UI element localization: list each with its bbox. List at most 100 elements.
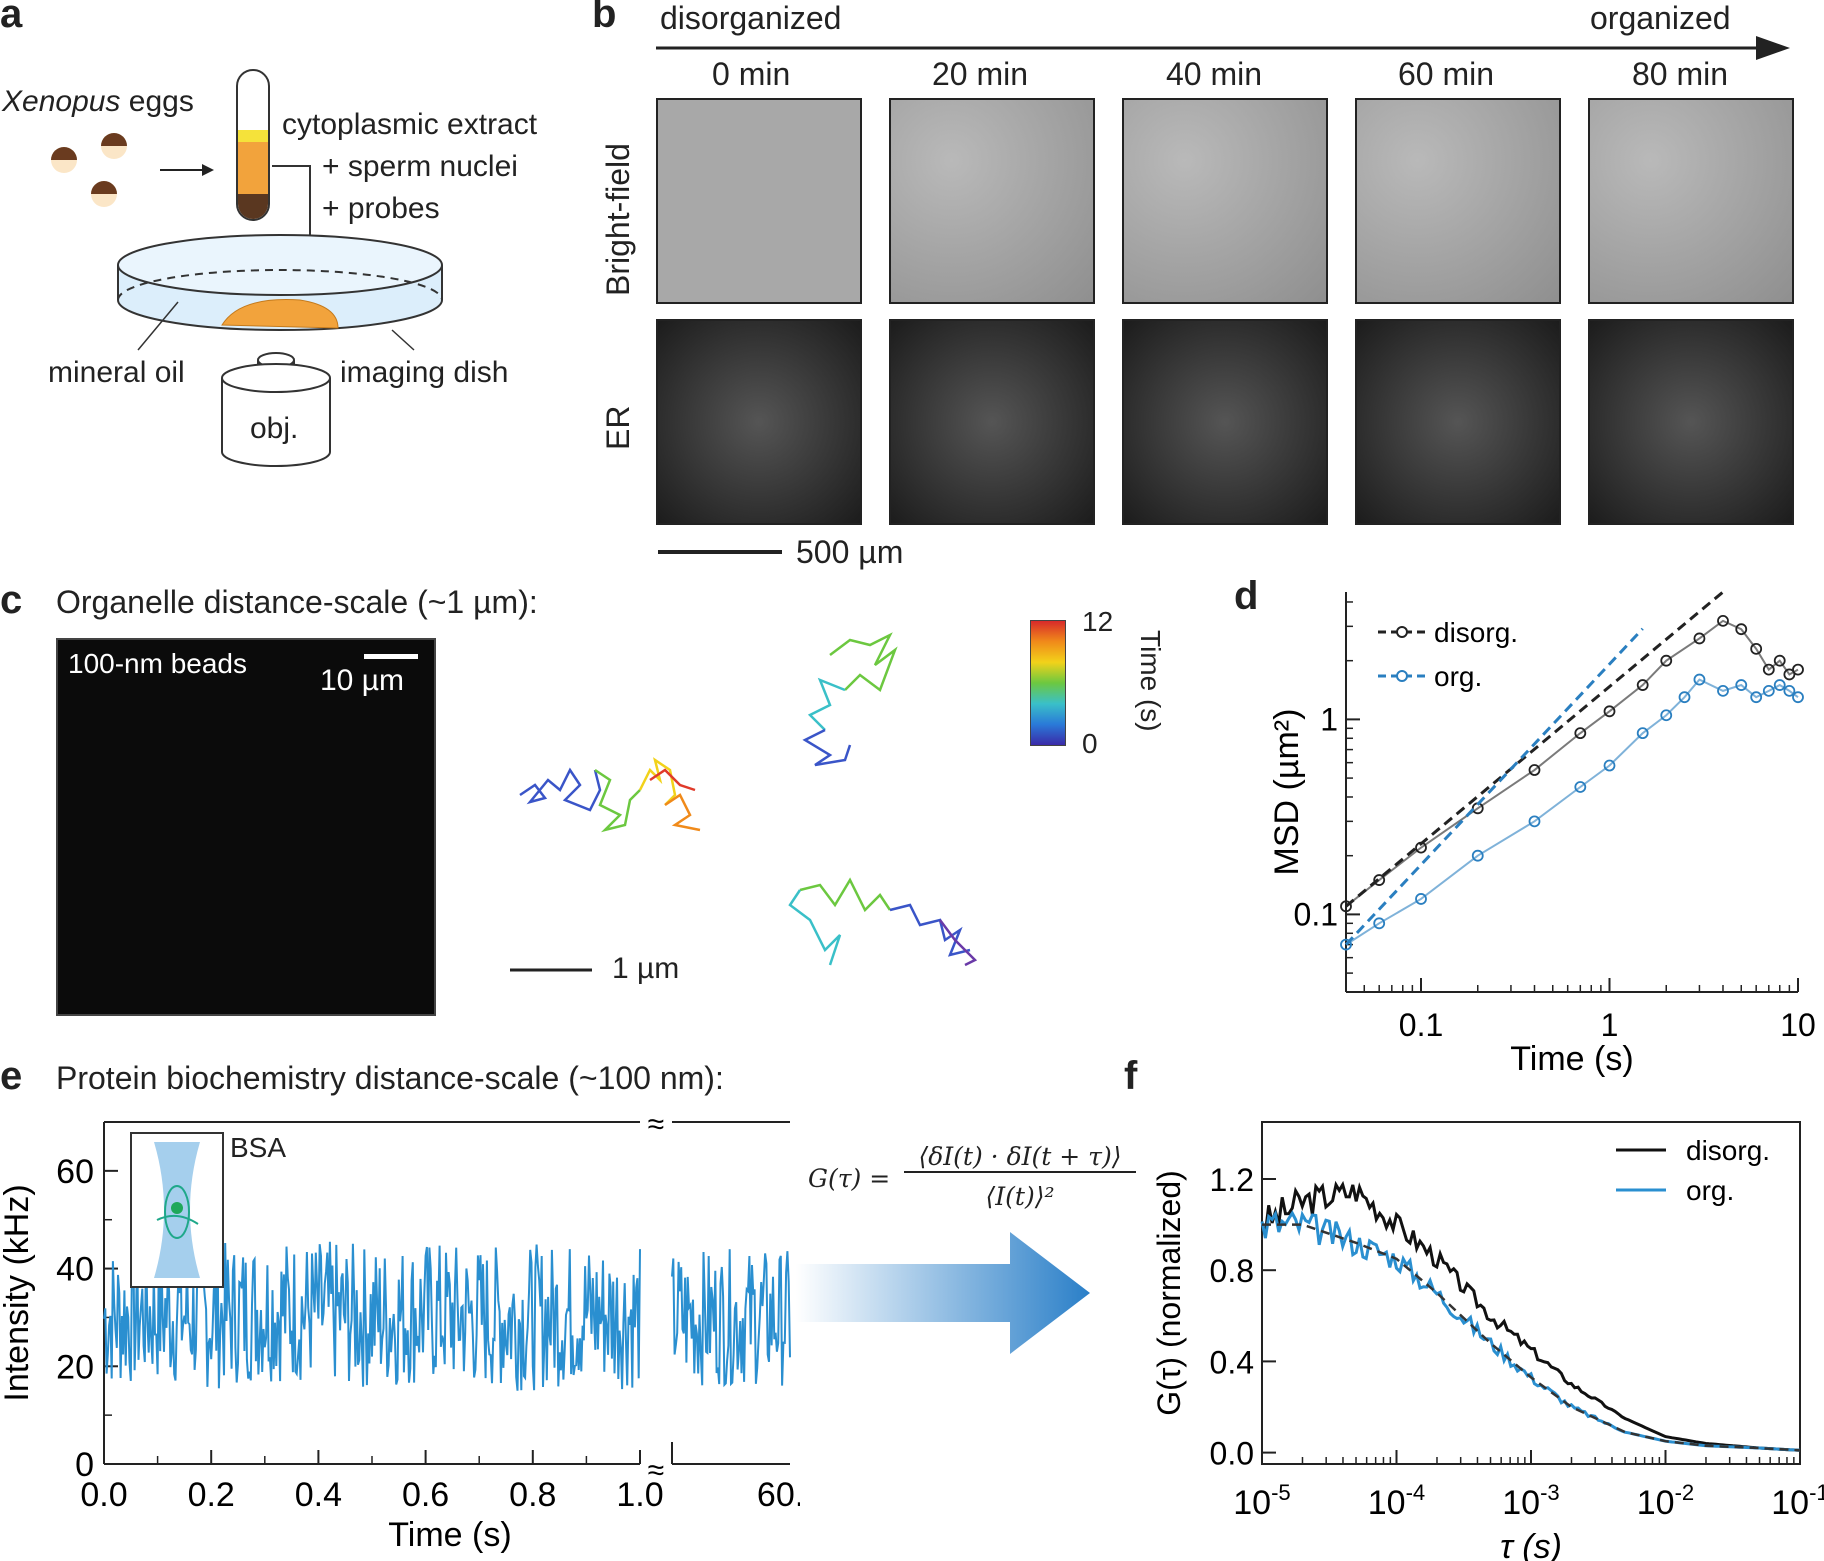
axis-break-mark-bottom: ≈ bbox=[648, 1454, 664, 1487]
x-tick-label: 0.2 bbox=[188, 1476, 235, 1514]
series-line-1 bbox=[1345, 678, 1799, 946]
time-label-40: 40 min bbox=[1166, 56, 1263, 92]
colorbar-axis-label: Time (s) bbox=[1135, 630, 1166, 732]
extract-label: cytoplasmic extract bbox=[282, 108, 538, 141]
panel-a-diagram bbox=[51, 69, 443, 467]
time-label-20: 20 min bbox=[932, 56, 1029, 92]
beads-image-label: 100-nm beads bbox=[68, 648, 248, 679]
x-tick-label: 60.0 bbox=[757, 1476, 800, 1514]
x-axis-label: Time (s) bbox=[388, 1516, 511, 1554]
time-label-0: 0 min bbox=[712, 56, 791, 92]
focal-volume-icon bbox=[154, 1142, 200, 1278]
data-point bbox=[1693, 673, 1706, 686]
confocal-volume-inset bbox=[130, 1132, 224, 1288]
data-point bbox=[1660, 654, 1673, 667]
data-point bbox=[1750, 691, 1763, 704]
time-colorbar bbox=[1030, 620, 1066, 746]
y-axis-label: G(τ) (normalized) bbox=[1151, 1170, 1187, 1416]
er-image-60min bbox=[1355, 319, 1561, 525]
y-tick-label: 0.1 bbox=[1294, 896, 1338, 932]
egg-icons bbox=[51, 133, 127, 207]
brightfield-image-60min bbox=[1355, 98, 1561, 304]
objective-icon bbox=[221, 352, 331, 467]
panel-c-title: Organelle distance-scale (~1 µm): bbox=[56, 584, 538, 620]
y-tick-label: 0.8 bbox=[1210, 1253, 1254, 1289]
data-point bbox=[1773, 654, 1786, 667]
disorganized-label: disorganized bbox=[660, 0, 842, 36]
autocorrelation-chart: 10-5 10-4 10-3 10-2 10-1 0.0 0.4 0.8 1.2 τ (s) G(τ… bbox=[1151, 1121, 1824, 1561]
series-line-1 bbox=[1260, 1209, 1801, 1452]
brightfield-image-40min bbox=[1122, 98, 1328, 304]
brightfield-image-80min bbox=[1588, 98, 1794, 304]
x-tick-label: 0.8 bbox=[509, 1476, 556, 1514]
y-tick-label: 20 bbox=[56, 1348, 94, 1386]
data-point bbox=[1783, 684, 1796, 697]
brightfield-image-20min bbox=[889, 98, 1095, 304]
time-label-80: 80 min bbox=[1632, 56, 1729, 92]
data-point bbox=[1762, 663, 1775, 676]
transform-arrow bbox=[796, 1232, 1090, 1354]
dish-icon bbox=[117, 234, 443, 331]
er-row-label: ER bbox=[600, 405, 636, 450]
y-axis-label: Intensity (kHz) bbox=[0, 1184, 36, 1401]
bead-tracks bbox=[510, 632, 978, 972]
data-point bbox=[1735, 623, 1748, 636]
eggs-label-italic: Xenopus bbox=[2, 85, 121, 118]
scalebar-500um bbox=[658, 550, 782, 554]
y-tick-label: 40 bbox=[56, 1251, 94, 1289]
intensity-trace-late bbox=[671, 1249, 791, 1388]
data-point bbox=[1574, 781, 1587, 793]
sperm-label: + sperm nuclei bbox=[322, 150, 518, 183]
panel-label-b: b bbox=[592, 0, 617, 36]
x-tick-label: 10-5 bbox=[1233, 1480, 1290, 1522]
data-point bbox=[1471, 849, 1484, 862]
tube-icon bbox=[236, 69, 270, 221]
bsa-label: BSA bbox=[230, 1132, 287, 1163]
formula-denominator: ⟨I(t)⟩² bbox=[985, 1182, 1055, 1211]
legend-marker bbox=[1396, 626, 1408, 638]
mineral-oil-label: mineral oil bbox=[48, 356, 185, 389]
data-point bbox=[1373, 874, 1386, 886]
brightfield-row-label: Bright-field bbox=[600, 143, 636, 296]
imaging-dish-label: imaging dish bbox=[340, 356, 509, 389]
x-tick-label: 0.1 bbox=[1399, 1007, 1443, 1043]
legend-label: disorg. bbox=[1686, 1135, 1770, 1166]
y-tick-label: 60 bbox=[56, 1153, 94, 1191]
data-point bbox=[1678, 691, 1691, 704]
data-point bbox=[1528, 764, 1541, 776]
x-tick-label: 10-3 bbox=[1502, 1480, 1559, 1522]
legend-label: org. bbox=[1434, 661, 1482, 692]
y-tick-label: 0.0 bbox=[1210, 1436, 1254, 1472]
fit-line-0 bbox=[1345, 590, 1724, 908]
data-point bbox=[1717, 684, 1729, 697]
data-point bbox=[1792, 691, 1804, 704]
x-tick-label: 0.0 bbox=[80, 1476, 127, 1514]
axis-break-mark-top: ≈ bbox=[648, 1108, 664, 1141]
brightfield-image-0min bbox=[656, 98, 862, 304]
objective-label: obj. bbox=[250, 412, 299, 445]
x-tick-label: 0.6 bbox=[402, 1476, 449, 1514]
fit-line-1 bbox=[1344, 627, 1644, 946]
data-point bbox=[1373, 917, 1386, 930]
series-line-0 bbox=[1345, 619, 1799, 908]
beads-image: 100-nm beads 10 µm bbox=[56, 638, 436, 1016]
organization-arrow bbox=[656, 36, 1790, 60]
data-point bbox=[1783, 668, 1796, 681]
data-point bbox=[1750, 642, 1763, 655]
x-axis-label: τ (s) bbox=[1500, 1528, 1562, 1561]
data-point bbox=[1762, 684, 1775, 697]
y-tick-label: 1 bbox=[1320, 701, 1338, 737]
data-point bbox=[1660, 709, 1673, 722]
data-point bbox=[1603, 705, 1616, 718]
panel-label-c: c bbox=[0, 578, 23, 622]
data-point bbox=[1603, 759, 1616, 772]
data-point bbox=[1528, 815, 1541, 828]
x-tick-label: 0.4 bbox=[295, 1476, 342, 1514]
x-tick-label: 10 bbox=[1780, 1007, 1816, 1043]
panel-label-a: a bbox=[0, 0, 23, 36]
data-point bbox=[1693, 632, 1706, 645]
data-point bbox=[1717, 614, 1729, 627]
panel-label-d: d bbox=[1234, 574, 1259, 618]
data-point bbox=[1340, 938, 1352, 951]
